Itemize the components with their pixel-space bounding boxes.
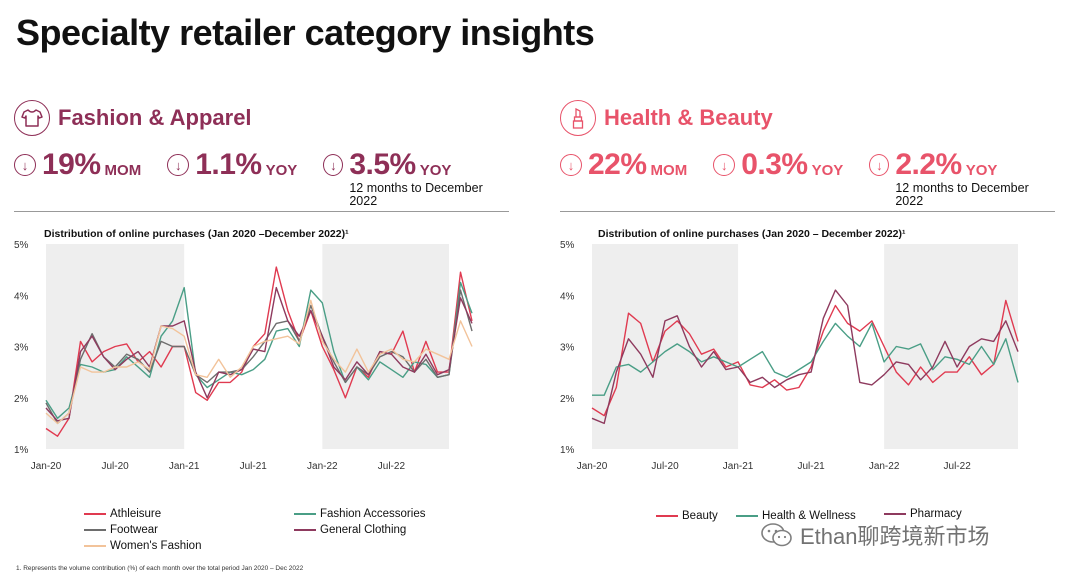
down-arrow-icon: ↓ xyxy=(323,154,344,176)
down-arrow-icon: ↓ xyxy=(14,154,36,176)
kpi-value: 22% xyxy=(588,148,647,181)
y-tick-label: 4% xyxy=(560,291,575,302)
chart-title: Distribution of online purchases (Jan 20… xyxy=(44,228,349,240)
fashion-line-chart: 1% 2% 3% 4% 5% Jan-20 Jul-20 Jan-21 Jul-21 Jan-22… xyxy=(14,240,473,472)
down-arrow-icon: ↓ xyxy=(713,154,736,176)
kpi-mom: ↓ 22% MOM xyxy=(560,148,687,208)
kpi-unit: YOY xyxy=(265,162,298,179)
y-tick-label: 2% xyxy=(14,394,29,405)
y-tick-label: 5% xyxy=(560,240,575,251)
kpi-value: 3.5% xyxy=(349,148,416,181)
x-tick-label: Jan-20 xyxy=(31,461,62,472)
x-tick-label: Jan-22 xyxy=(307,461,338,472)
watermark-text: Ethan聊跨境新市场 xyxy=(800,524,990,549)
fashion-section: Fashion & Apparel ↓ 19% MOM ↓ 1.1% YOY ↓… xyxy=(14,98,524,568)
series-line-pharmacy xyxy=(591,289,1019,425)
y-tick-label: 4% xyxy=(14,291,29,302)
beauty-title: Health & Beauty xyxy=(604,105,773,130)
watermark: Ethan聊跨境新市场 xyxy=(760,519,990,551)
series-line-beauty xyxy=(591,299,1019,417)
x-tick-label: Jul-21 xyxy=(797,461,825,472)
shaded-period xyxy=(322,244,449,449)
legend-item: Footwear xyxy=(84,524,158,536)
x-tick-label: Jul-22 xyxy=(378,461,406,472)
y-tick-label: 1% xyxy=(14,445,29,456)
divider xyxy=(560,211,1055,212)
kpi-unit: YOY xyxy=(419,162,452,179)
y-tick-label: 1% xyxy=(560,445,575,456)
down-arrow-icon: ↓ xyxy=(560,154,582,176)
x-tick-label: Jul-21 xyxy=(240,461,268,472)
chart-title: Distribution of online purchases (Jan 20… xyxy=(598,228,906,240)
shaded-period xyxy=(884,244,1018,449)
kpi-unit: YOY xyxy=(811,162,844,179)
x-tick-label: Jan-22 xyxy=(869,461,900,472)
y-tick-label: 2% xyxy=(560,394,575,405)
lipstick-icon xyxy=(560,100,596,136)
series-line-footwear xyxy=(45,289,473,425)
legend-item: Women's Fashion xyxy=(84,540,201,552)
kpi-unit: MOM xyxy=(650,162,688,179)
series-line-athleisure xyxy=(45,266,473,437)
legend-item: Health & Wellness xyxy=(736,510,856,522)
down-arrow-icon: ↓ xyxy=(167,154,190,176)
tshirt-icon xyxy=(14,100,50,136)
kpi-yoy: ↓ 1.1% YOY xyxy=(167,148,297,208)
kpi-value: 2.2% xyxy=(895,148,962,181)
page-title: Specialty retailer category insights xyxy=(16,12,595,53)
x-tick-label: Jul-20 xyxy=(651,461,679,472)
x-tick-label: Jul-20 xyxy=(101,461,129,472)
x-tick-label: Jan-21 xyxy=(169,461,200,472)
fashion-header: Fashion & Apparel xyxy=(14,98,252,138)
x-tick-label: Jan-21 xyxy=(723,461,754,472)
kpi-unit: YOY xyxy=(965,162,998,179)
y-tick-label: 5% xyxy=(14,240,29,251)
beauty-line-chart: 1% 2% 3% 4% 5% Jan-20 Jul-20 Jan-21 Jul-21 Jan-22… xyxy=(560,240,1019,472)
kpi-value: 19% xyxy=(42,148,101,181)
wechat-icon xyxy=(761,523,792,547)
legend-item: Beauty xyxy=(656,510,718,522)
kpi-yoy: ↓ 0.3% YOY xyxy=(713,148,843,208)
x-tick-label: Jul-22 xyxy=(944,461,972,472)
shaded-period xyxy=(592,244,739,449)
kpi-unit: MOM xyxy=(104,162,142,179)
divider xyxy=(14,211,509,212)
x-tick-label: Jan-20 xyxy=(577,461,608,472)
kpi-subtitle: 12 months to December 2022 xyxy=(895,181,1029,208)
kpi-mom: ↓ 19% MOM xyxy=(14,148,141,208)
fashion-kpis: ↓ 19% MOM ↓ 1.1% YOY ↓ 3.5% YOY 12 month… xyxy=(14,148,524,208)
series-line-women-s-fashion xyxy=(45,299,473,425)
legend-item: Pharmacy xyxy=(884,508,962,520)
footnote: 1. Represents the volume contribution (%… xyxy=(16,565,304,572)
y-tick-label: 3% xyxy=(14,343,29,354)
series-line-general-clothing xyxy=(45,286,473,422)
beauty-header: Health & Beauty xyxy=(560,98,773,138)
kpi-value: 1.1% xyxy=(195,148,262,181)
beauty-kpis: ↓ 22% MOM ↓ 0.3% YOY ↓ 2.2% YOY 12 month… xyxy=(560,148,1070,208)
kpi-block: 2.2% YOY 12 months to December 2022 xyxy=(895,148,1044,208)
legend-item: General Clothing xyxy=(294,524,406,536)
kpi-block: 3.5% YOY 12 months to December 2022 xyxy=(349,148,498,208)
legend-item: Athleisure xyxy=(84,508,161,520)
beauty-section: Health & Beauty ↓ 22% MOM ↓ 0.3% YOY ↓ 2… xyxy=(560,98,1070,568)
legend-item: Fashion Accessories xyxy=(294,508,425,520)
kpi-yoy-12m: ↓ 2.2% YOY 12 months to December 2022 xyxy=(869,148,1044,208)
kpi-value: 0.3% xyxy=(741,148,808,181)
kpi-yoy-12m: ↓ 3.5% YOY 12 months to December 2022 xyxy=(323,148,498,208)
fashion-title: Fashion & Apparel xyxy=(58,105,252,130)
down-arrow-icon: ↓ xyxy=(869,154,890,176)
y-tick-label: 3% xyxy=(560,343,575,354)
kpi-subtitle: 12 months to December 2022 xyxy=(349,181,483,208)
series-line-health-wellness xyxy=(592,322,1019,396)
